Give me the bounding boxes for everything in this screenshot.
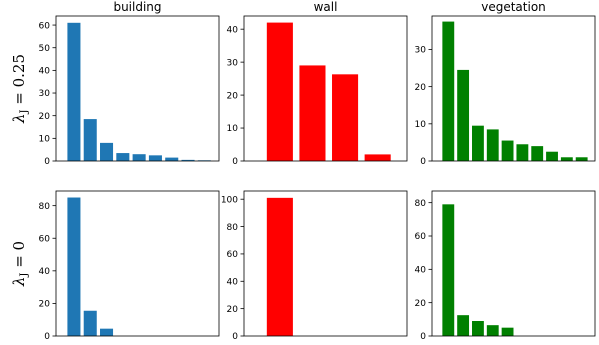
y-tick-label: 20 bbox=[39, 112, 51, 122]
y-tick-label: 40 bbox=[39, 67, 51, 77]
y-tick-label: 0 bbox=[44, 332, 50, 342]
bar-3-3 bbox=[472, 125, 484, 161]
axes-frame bbox=[431, 190, 596, 337]
y-tick-label: 0 bbox=[232, 157, 238, 167]
y-tick-label: 50 bbox=[39, 44, 51, 54]
panel-4: 0 20 40 60 80 λJ = 0 bbox=[10, 190, 220, 342]
bar-3-6 bbox=[516, 144, 529, 161]
y-tick-label: 0 bbox=[420, 332, 426, 342]
bar-4-3 bbox=[100, 328, 114, 336]
bar-6-4 bbox=[486, 325, 499, 336]
bar-2-4 bbox=[364, 154, 391, 161]
bar-3-9 bbox=[560, 157, 573, 161]
y-tick-label: 20 bbox=[415, 83, 427, 93]
bar-6-5 bbox=[501, 327, 514, 336]
y-tick-label: 100 bbox=[221, 195, 238, 205]
y-tick-label: 40 bbox=[39, 267, 51, 277]
y-tick-label: 60 bbox=[415, 232, 427, 242]
bar-3-5 bbox=[501, 140, 514, 161]
y-tick-label: 60 bbox=[39, 21, 51, 31]
axes-frame bbox=[55, 15, 220, 162]
y-tick-label: 40 bbox=[415, 266, 427, 276]
row-label: λJ = 0 bbox=[10, 241, 30, 287]
y-tick-label: 40 bbox=[227, 25, 239, 35]
y-tick-label: 30 bbox=[227, 58, 239, 68]
y-tick-label: 60 bbox=[227, 250, 239, 260]
bar-1-8 bbox=[181, 159, 195, 161]
y-tick-label: 10 bbox=[415, 120, 427, 130]
bar-1-1 bbox=[67, 22, 81, 161]
y-tick-label: 60 bbox=[39, 234, 51, 244]
bar-2-3 bbox=[332, 74, 359, 161]
y-tick-label: 20 bbox=[415, 299, 427, 309]
bar-1-4 bbox=[116, 153, 130, 161]
panel-5: 0 20 40 60 80 100 bbox=[221, 190, 408, 342]
bar-3-8 bbox=[546, 151, 558, 161]
panel-title: building bbox=[113, 0, 161, 14]
axes-frame bbox=[55, 190, 220, 337]
bar-3-4 bbox=[486, 129, 499, 161]
axes-frame bbox=[431, 15, 596, 162]
y-tick-label: 0 bbox=[420, 157, 426, 167]
bar-1-5 bbox=[132, 154, 146, 161]
panel-title: wall bbox=[314, 0, 338, 14]
y-tick-label: 20 bbox=[227, 305, 239, 315]
y-tick-label: 80 bbox=[415, 199, 427, 209]
y-tick-label: 40 bbox=[227, 277, 239, 287]
y-tick-label: 0 bbox=[232, 332, 238, 342]
bar-3-2 bbox=[457, 69, 470, 161]
bar-2-1 bbox=[266, 22, 293, 162]
bar-3-10 bbox=[575, 157, 588, 161]
bar-6-2 bbox=[457, 315, 470, 336]
bar-6-3 bbox=[472, 321, 484, 336]
y-tick-label: 10 bbox=[39, 135, 51, 145]
bar-4-2 bbox=[83, 310, 97, 336]
bar-6-1 bbox=[442, 204, 455, 336]
chart-panels: 0 10 20 30 40 50 60 building λJ = 0.25 0 10 20 30 40 w… bbox=[10, 0, 596, 342]
y-tick-label: 20 bbox=[39, 300, 51, 310]
bar-3-7 bbox=[531, 146, 544, 161]
bar-4-1 bbox=[67, 197, 81, 336]
panel-title: vegetation bbox=[481, 0, 546, 14]
y-tick-label: 80 bbox=[39, 202, 51, 212]
panel-1: 0 10 20 30 40 50 60 building λJ = 0.25 bbox=[10, 0, 220, 167]
bar-1-6 bbox=[148, 155, 162, 161]
panel-2: 0 10 20 30 40 wall bbox=[227, 0, 408, 167]
bar-1-7 bbox=[165, 157, 179, 161]
y-tick-label: 0 bbox=[44, 157, 50, 167]
y-tick-label: 80 bbox=[227, 223, 239, 233]
y-tick-label: 20 bbox=[227, 91, 239, 101]
bar-3-1 bbox=[442, 21, 455, 161]
bar-1-2 bbox=[83, 119, 97, 161]
axes-frame bbox=[243, 190, 408, 337]
bar-5-1 bbox=[266, 197, 293, 336]
bar-2-2 bbox=[299, 65, 326, 161]
y-tick-label: 30 bbox=[39, 89, 51, 99]
panel-3: 0 10 20 30 vegetation bbox=[415, 0, 596, 167]
y-tick-label: 10 bbox=[227, 124, 239, 134]
axes-frame bbox=[243, 15, 408, 162]
y-tick-label: 30 bbox=[415, 46, 427, 56]
row-label: λJ = 0.25 bbox=[10, 54, 30, 124]
bar-1-3 bbox=[100, 142, 114, 162]
panel-6: 0 20 40 60 80 bbox=[415, 190, 596, 342]
